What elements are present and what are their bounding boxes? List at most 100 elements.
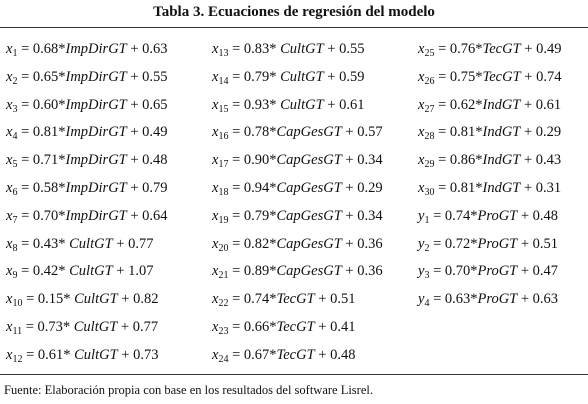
equation: x27 = 0.62*IndGT + 0.61 xyxy=(418,96,562,115)
factor: CapGesGT xyxy=(276,180,342,196)
coefficient: = 0.93* xyxy=(228,96,281,113)
coefficient: = 0.81* xyxy=(17,124,66,141)
variable: x xyxy=(6,68,13,85)
coefficient: = 0.65* xyxy=(17,68,66,85)
equation: x2 = 0.65*ImpDirGT + 0.55 xyxy=(6,68,168,87)
constant: + 0.51 xyxy=(517,235,559,252)
coefficient: = 0.72* xyxy=(429,235,478,252)
variable-index: 9 xyxy=(12,270,18,282)
source-note: Fuente: Elaboración propia con base en l… xyxy=(4,383,373,397)
coefficient: = 0.81* xyxy=(434,180,483,196)
equation: x16 = 0.78*CapGesGT + 0.57 xyxy=(212,123,383,143)
constant: + 0.63 xyxy=(126,41,168,57)
variable: x xyxy=(6,41,13,57)
variable-index: 4 xyxy=(12,131,18,143)
equation: x3 = 0.60*ImpDirGT + 0.65 xyxy=(6,96,168,115)
variable-index: 27 xyxy=(424,103,435,115)
variable: y xyxy=(418,263,425,280)
variable-index: 6 xyxy=(12,187,18,198)
variable: x xyxy=(6,235,13,252)
coefficient: = 0.82* xyxy=(228,235,277,252)
factor: CapGesGT xyxy=(276,263,342,280)
coefficient: = 0.76* xyxy=(434,41,483,57)
top-rule xyxy=(0,27,588,28)
equation: x17 = 0.90*CapGesGT + 0.34 xyxy=(212,151,383,170)
variable: x xyxy=(212,96,219,113)
equation: x11 = 0.73* CultGT + 0.77 xyxy=(6,318,158,337)
variable: x xyxy=(212,68,219,85)
factor: CultGT xyxy=(69,263,113,280)
equation: x5 = 0.71*ImpDirGT + 0.48 xyxy=(6,151,168,170)
variable: x xyxy=(6,180,13,196)
coefficient: = 0.79* xyxy=(228,68,281,85)
equation: x28 = 0.81*IndGT + 0.29 xyxy=(418,123,561,142)
factor: TecGT xyxy=(276,319,315,335)
factor: CultGT xyxy=(280,96,324,113)
factor: ImpDirGT xyxy=(65,180,127,196)
variable-index: 25 xyxy=(424,48,435,59)
factor: IndGT xyxy=(482,180,521,196)
coefficient: = 0.89* xyxy=(228,263,277,280)
variable-index: 2 xyxy=(12,75,18,87)
variable: x xyxy=(418,96,425,113)
factor: CapGesGT xyxy=(276,235,342,252)
constant: + 0.61 xyxy=(520,96,562,113)
factor: CultGT xyxy=(74,346,118,363)
coefficient: = 0.83* xyxy=(228,41,281,57)
variable-index: 22 xyxy=(218,298,229,310)
equation: x22 = 0.74*TecGT + 0.51 xyxy=(212,290,355,310)
variable: x xyxy=(212,319,219,335)
variable-index: 26 xyxy=(424,75,435,87)
factor: CapGesGT xyxy=(276,152,342,169)
coefficient: = 0.43* xyxy=(17,235,70,252)
variable: x xyxy=(418,152,425,169)
variable-index: 10 xyxy=(12,298,23,310)
variable-index: 16 xyxy=(218,131,229,143)
coefficient: = 0.63* xyxy=(429,291,478,308)
factor: TecGT xyxy=(482,41,521,57)
constant: + 0.49 xyxy=(126,124,168,141)
factor: IndGT xyxy=(482,96,521,113)
equation: x12 = 0.61* CultGT + 0.73 xyxy=(6,346,158,365)
factor: CultGT xyxy=(280,68,324,85)
coefficient: = 0.79* xyxy=(228,207,277,224)
factor: CapGesGT xyxy=(276,207,342,224)
equation: x7 = 0.70*ImpDirGT + 0.64 xyxy=(6,207,168,226)
variable-index: 12 xyxy=(12,353,23,365)
coefficient: = 0.42* xyxy=(17,263,70,280)
variable: x xyxy=(212,152,219,169)
constant: + 0.48 xyxy=(517,207,559,224)
constant: + 0.48 xyxy=(314,346,356,363)
coefficient: = 0.78* xyxy=(228,124,277,141)
equation: x8 = 0.43* CultGT + 0.77 xyxy=(6,235,153,254)
factor: CultGT xyxy=(69,235,113,252)
coefficient: = 0.73* xyxy=(22,319,74,335)
equation: x1 = 0.68*ImpDirGT + 0.63 xyxy=(6,40,168,59)
variable-index: 23 xyxy=(218,326,229,337)
variable: x xyxy=(212,180,219,196)
factor: ImpDirGT xyxy=(65,152,127,169)
variable-index: 1 xyxy=(424,214,430,226)
constant: + 0.79 xyxy=(126,180,168,196)
variable-index: 7 xyxy=(12,214,18,226)
variable: y xyxy=(418,291,425,308)
constant: + 0.64 xyxy=(126,207,168,224)
coefficient: = 0.74* xyxy=(429,207,478,224)
variable: x xyxy=(6,124,13,141)
factor: CultGT xyxy=(73,319,118,335)
equation: y2 = 0.72*ProGT + 0.51 xyxy=(418,235,559,254)
factor: ImpDirGT xyxy=(65,68,127,85)
coefficient: = 0.66* xyxy=(228,319,277,335)
coefficient: = 0.70* xyxy=(429,263,478,280)
variable: x xyxy=(418,124,425,141)
variable-index: 3 xyxy=(12,103,18,115)
variable-index: 29 xyxy=(424,159,435,171)
variable: x xyxy=(212,291,219,308)
variable: x xyxy=(6,263,13,280)
variable: x xyxy=(212,124,219,141)
bottom-rule xyxy=(0,374,588,375)
factor: IndGT xyxy=(482,152,521,169)
equation: x10 = 0.15* CultGT + 0.82 xyxy=(6,290,158,310)
coefficient: = 0.70* xyxy=(17,207,66,224)
